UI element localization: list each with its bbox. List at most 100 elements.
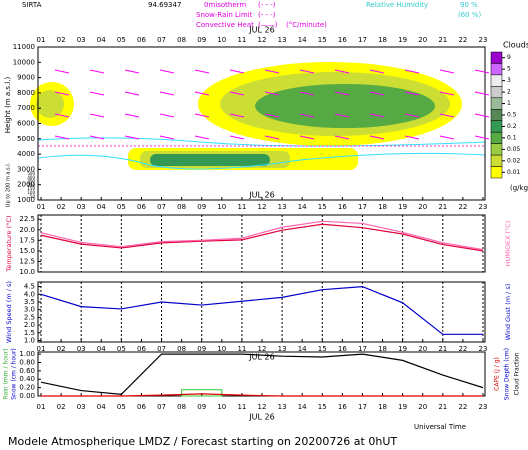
x-tick-label: 11: [237, 345, 246, 353]
y-tick-label: 5000: [17, 135, 35, 143]
y-tick-label: 22.5: [19, 215, 35, 223]
x-tick-label: 23: [479, 203, 488, 211]
wind-arrow: [194, 91, 210, 96]
wind-arrow: [369, 69, 385, 74]
wind-arrow: [54, 69, 70, 74]
coordinate: 94.69347: [148, 1, 181, 9]
x-tick-label: 01: [37, 403, 46, 411]
x-tick-label: 03: [77, 345, 86, 353]
rh-label: Relative Humidity: [366, 1, 428, 9]
x-tick-label: 13: [278, 345, 287, 353]
left-label: Snow (cm / hour): [11, 348, 18, 400]
x-tick-label: 18: [378, 36, 387, 44]
y-tick-label: 0.80: [19, 358, 35, 366]
y-tick-label: 1.0: [24, 336, 35, 344]
y-tick-label: 20.0: [19, 226, 35, 234]
y-tick-label: 3.0: [24, 306, 35, 314]
x-tick-label: 21: [438, 345, 447, 353]
colorbar-swatch: [490, 86, 503, 99]
wind-arrow: [474, 135, 490, 140]
wind-arrow: [89, 135, 105, 140]
y-tick-label: 9000: [17, 74, 35, 82]
low-level-label: 500: [27, 171, 35, 176]
x-tick-label: 09: [197, 403, 206, 411]
colorbar-swatch: [490, 74, 503, 87]
x-tick-label: 17: [358, 345, 367, 353]
x-tick-label: 10: [217, 36, 226, 44]
x-tick-label: 09: [197, 345, 206, 353]
left-label: Temperature (°C): [5, 215, 13, 272]
wind-arrow: [264, 91, 280, 96]
x-tick-label: 18: [378, 345, 387, 353]
x-tick-label: 01: [37, 36, 46, 44]
wind-arrow: [229, 113, 245, 118]
x-tick-label: 15: [318, 345, 327, 353]
low-level-label: 100: [27, 190, 35, 195]
x-tick-label: 06: [137, 345, 146, 353]
right-label: CAPE (J / g): [494, 357, 501, 391]
wind-arrow: [334, 135, 350, 140]
wind-arrow: [159, 91, 175, 96]
right-label: Snow Depth (cm): [504, 348, 511, 400]
low-level-label: 50: [30, 194, 36, 199]
cloud-field: [30, 62, 486, 170]
wind-arrow: [404, 135, 420, 140]
x-tick-label: 04: [97, 36, 106, 44]
wind-arrow: [334, 113, 350, 118]
right-label: HUMIDEX (°C): [504, 221, 512, 267]
series-line: [40, 353, 484, 395]
y-tick-label: 10.0: [19, 268, 35, 276]
series-line: [40, 220, 484, 251]
wind-arrow: [159, 69, 175, 74]
x-tick-label: 09: [197, 203, 206, 211]
wind-arrow: [334, 69, 350, 74]
cloud-area: [255, 84, 435, 128]
wind-arrow: [54, 135, 70, 140]
x-tick-label: 10: [217, 345, 226, 353]
y-tick-label: 12.5: [19, 257, 35, 265]
humidity-contour: [37, 137, 486, 147]
y-tick-label: 8000: [17, 89, 35, 97]
x-tick-label: 04: [97, 203, 106, 211]
wind-arrow: [159, 113, 175, 118]
x-tick-label: 10: [217, 203, 226, 211]
wind-arrow: [299, 91, 315, 96]
x-tick-label: 15: [318, 403, 327, 411]
wind-arrow: [229, 91, 245, 96]
colorbar-label: 0.05: [507, 146, 521, 153]
x-tick-label: 02: [57, 345, 66, 353]
x-tick-label: 21: [438, 36, 447, 44]
y-axis-title: Height (m a.s.l.): [4, 77, 12, 134]
y-tick-label: 0.40: [19, 375, 35, 383]
wind-arrow: [439, 69, 455, 74]
x-tick-label: 04: [97, 403, 106, 411]
y-tick-label: 10000: [13, 58, 35, 66]
wind-arrow: [474, 113, 490, 118]
x-tick-label: 22: [458, 36, 467, 44]
x-tick-label: 13: [278, 403, 287, 411]
x-tick-label: 04: [97, 345, 106, 353]
footer-axis: Universal Time: [414, 423, 466, 431]
colorbar-label: 0.2: [507, 123, 517, 130]
date-label: JUL 26: [248, 26, 274, 35]
y-tick-label: 11000: [13, 43, 35, 51]
x-tick-label: 07: [157, 345, 166, 353]
legend-entry: (°C/minute): [286, 21, 327, 29]
x-tick-label: 08: [177, 345, 186, 353]
x-tick-label: 18: [378, 403, 387, 411]
wind-arrow: [89, 69, 105, 74]
left-label: Wind Speed (m / s): [5, 281, 13, 343]
colorbar-label: 0.01: [507, 169, 521, 176]
wind-arrow: [404, 113, 420, 118]
colorbar-swatch: [490, 51, 503, 64]
wind-arrow: [229, 69, 245, 74]
x-tick-label: 13: [278, 203, 287, 211]
y-tick-label: 4.5: [24, 283, 35, 291]
wind-arrow: [194, 135, 210, 140]
legend-entry: (- - -): [258, 11, 276, 19]
colorbar-label: 5: [507, 66, 511, 73]
x-tick-label: 08: [177, 203, 186, 211]
wind-arrow: [334, 91, 350, 96]
x-tick-label: 03: [77, 203, 86, 211]
y-tick-label: 2.5: [24, 313, 35, 321]
